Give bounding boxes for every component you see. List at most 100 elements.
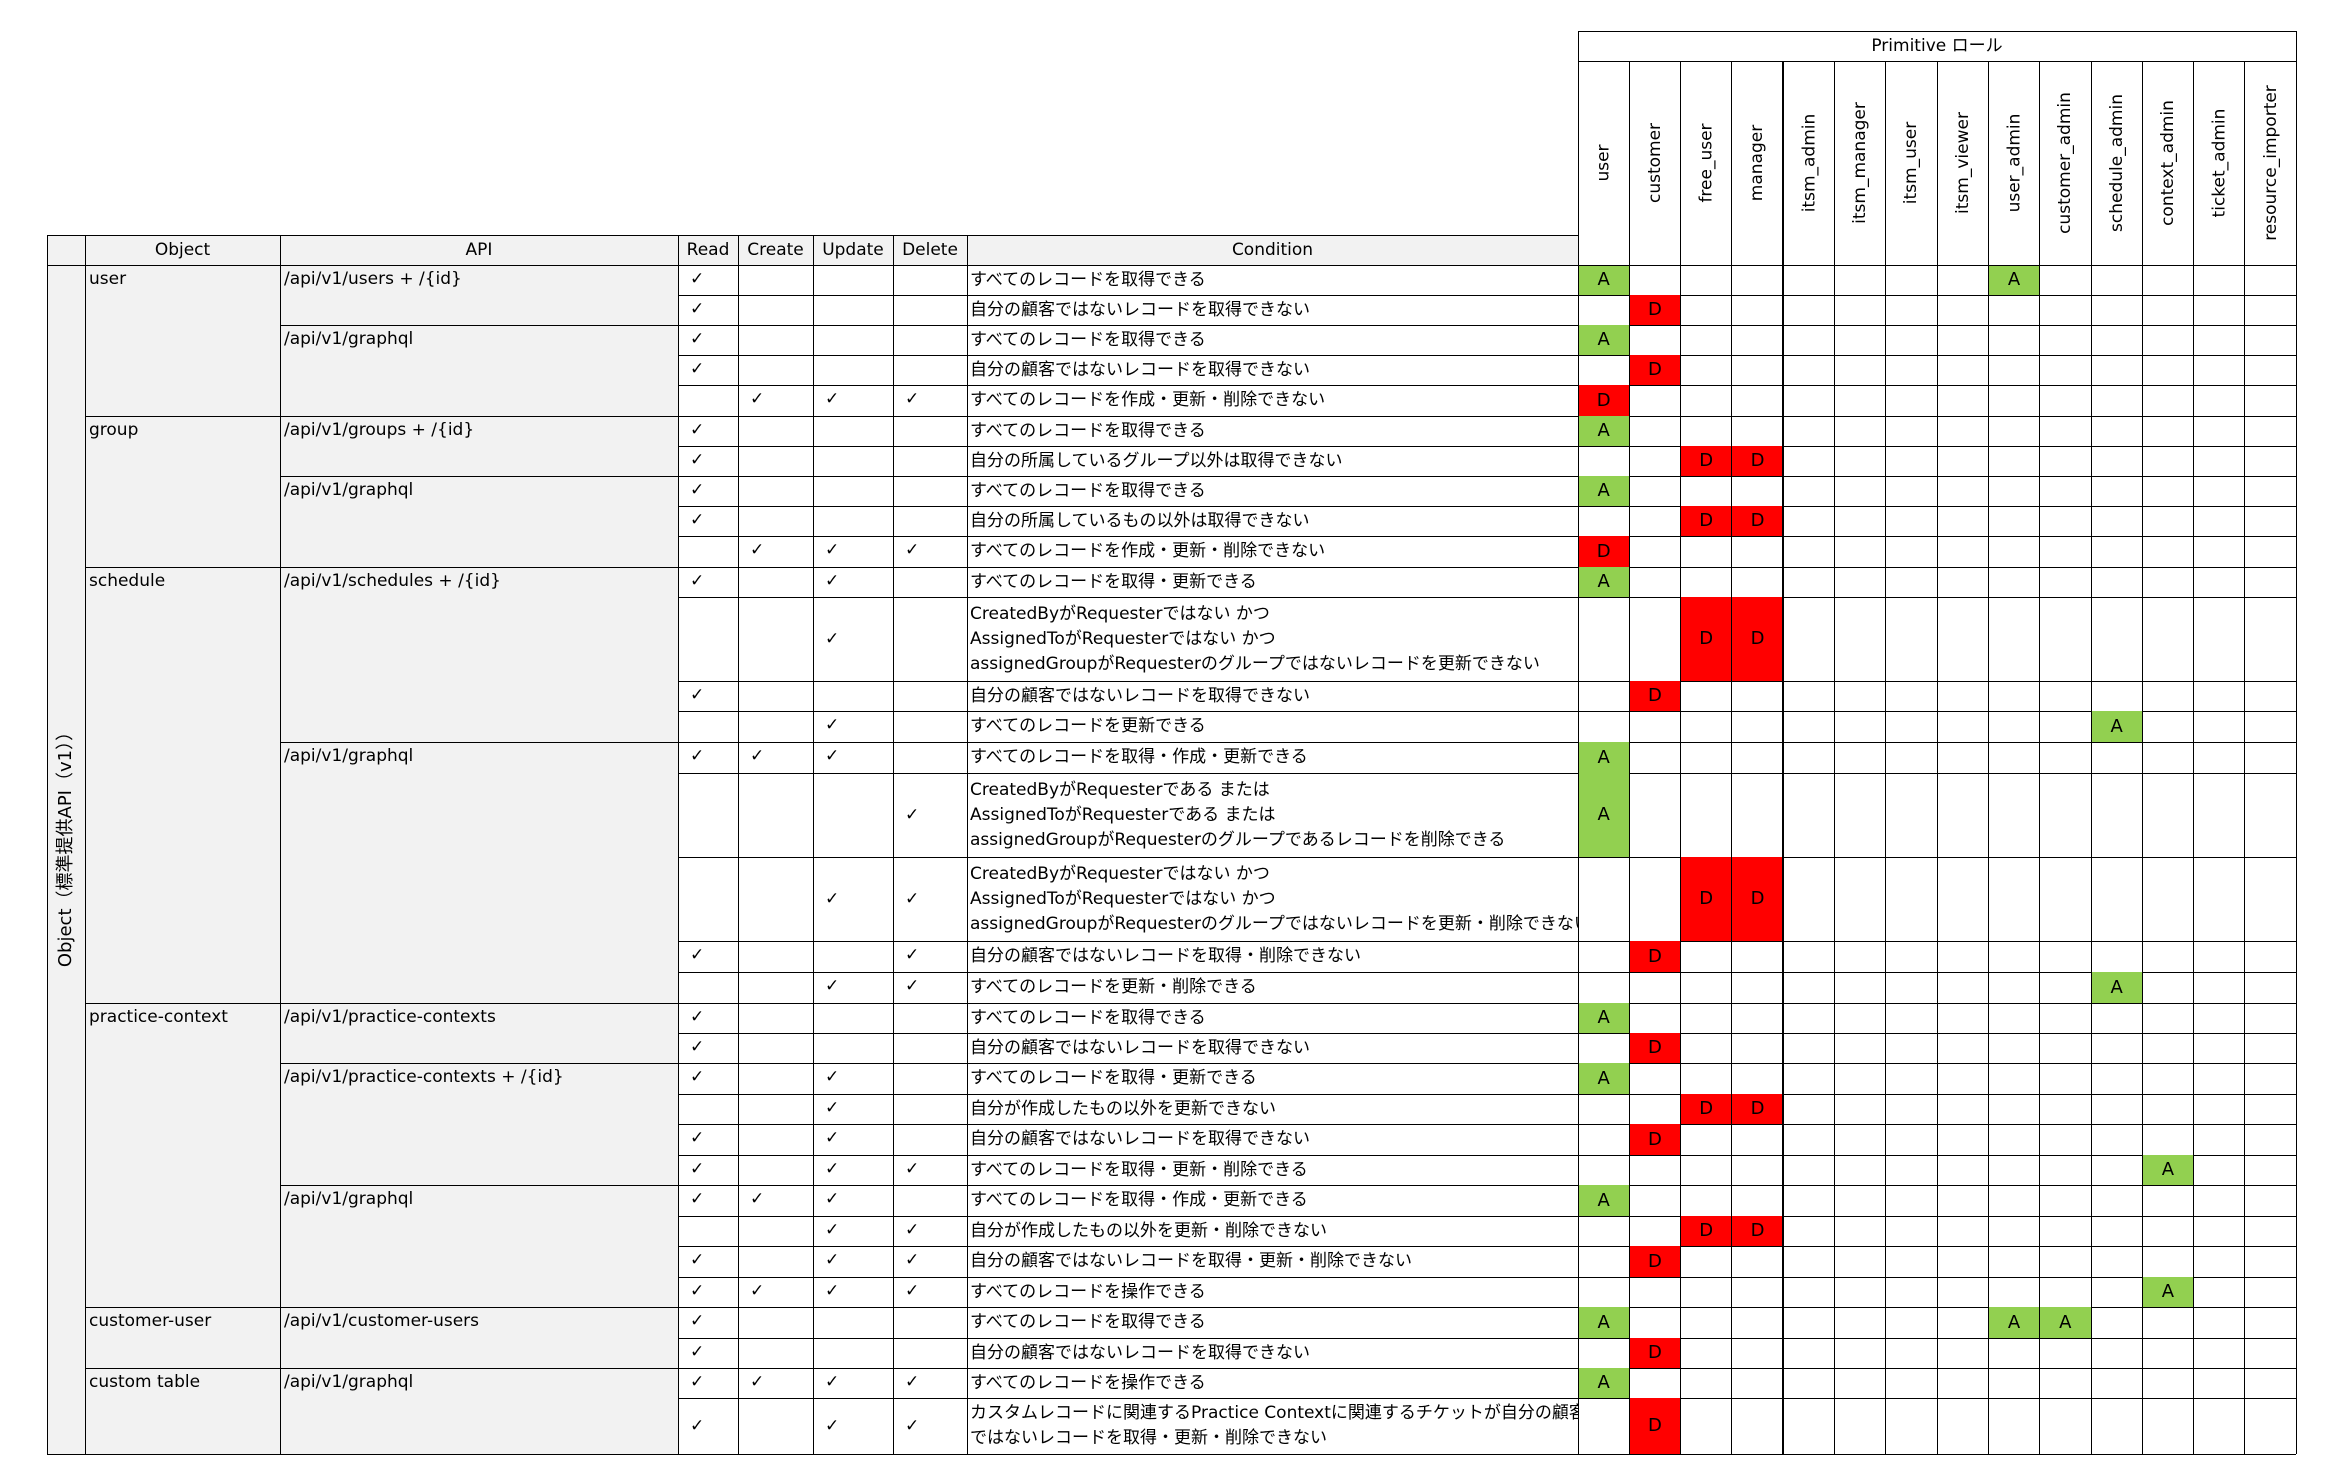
condition-text: 自分の所属しているグループ以外は取得できない — [970, 451, 1343, 471]
check-mark: ✓ — [690, 329, 705, 349]
role-header-label: itsm_viewer — [1952, 112, 1973, 214]
role-mark-letter: D — [1648, 1037, 1662, 1058]
permission-check-read: ✓ — [678, 567, 738, 597]
role-mark-letter: A — [2110, 715, 2123, 737]
condition-cell: 自分の顧客ではないレコードを取得できない — [967, 295, 1578, 325]
condition-text: 自分の顧客ではないレコードを取得できない — [970, 1038, 1310, 1058]
permission-check-delete — [893, 1063, 967, 1094]
object-name-cell: schedule — [85, 567, 280, 1003]
role-mark-free_user: D — [1680, 597, 1732, 681]
permission-check-delete: ✓ — [893, 972, 967, 1003]
check-mark: ✓ — [825, 889, 840, 909]
permission-check-update: ✓ — [813, 711, 893, 742]
grid-line — [1936, 61, 1938, 1454]
condition-text: 自分が作成したもの以外を更新できない — [970, 1099, 1276, 1119]
role-header-itsm_user: itsm_user — [1886, 61, 1937, 265]
api-path: /api/v1/customer-users — [284, 1311, 480, 1331]
check-mark: ✓ — [690, 450, 705, 470]
grid-line — [678, 596, 2296, 598]
role-mark-user: A — [1578, 742, 1630, 773]
condition-cell: 自分の所属しているもの以外は取得できない — [967, 506, 1578, 536]
permission-check-create — [738, 597, 813, 681]
permission-check-update: ✓ — [813, 1094, 893, 1124]
condition-text: すべてのレコードを取得できる — [970, 421, 1206, 441]
grid-line — [677, 235, 679, 1454]
api-path-cell: /api/v1/graphql — [280, 742, 678, 1003]
column-header-label: Create — [747, 240, 804, 260]
api-path-cell: /api/v1/users + /{id} — [280, 265, 678, 325]
role-mark-manager: D — [1731, 857, 1784, 941]
permission-check-delete: ✓ — [893, 857, 967, 941]
permission-check-read: ✓ — [678, 265, 738, 295]
grid-line — [678, 1367, 2296, 1369]
condition-cell: すべてのレコードを作成・更新・削除できない — [967, 385, 1578, 416]
role-mark-manager: D — [1731, 506, 1784, 536]
check-mark: ✓ — [690, 571, 705, 591]
role-mark-customer: D — [1629, 1124, 1681, 1155]
role-header-customer: customer — [1629, 61, 1680, 265]
role-mark-letter: D — [1750, 888, 1765, 909]
condition-text: すべてのレコードを操作できる — [970, 1282, 1206, 1302]
permission-check-create — [738, 567, 813, 597]
grid-line — [678, 324, 2296, 326]
grid-line — [2295, 31, 2297, 1454]
condition-text: すべてのレコードを取得できる — [970, 1312, 1206, 1332]
permission-check-update: ✓ — [813, 1246, 893, 1277]
grid-line — [678, 680, 2296, 682]
role-mark-letter: A — [2110, 976, 2123, 998]
role-mark-customer: D — [1629, 681, 1681, 711]
condition-cell: すべてのレコードを取得できる — [967, 265, 1578, 295]
role-mark-letter: D — [1648, 1128, 1662, 1150]
check-mark: ✓ — [750, 1372, 765, 1392]
permission-check-read — [678, 385, 738, 416]
permission-check-delete — [893, 355, 967, 385]
permission-check-update: ✓ — [813, 1185, 893, 1216]
role-header-label: resource_importer — [2260, 85, 2281, 241]
role-mark-manager: D — [1731, 1094, 1784, 1124]
role-mark-manager: D — [1731, 446, 1784, 476]
permission-check-read: ✓ — [678, 1124, 738, 1155]
role-mark-customer: D — [1629, 1398, 1681, 1454]
permission-check-update: ✓ — [813, 1368, 893, 1398]
permission-check-update — [813, 355, 893, 385]
api-path: /api/v1/graphql — [284, 746, 414, 766]
grid-line — [966, 235, 968, 1454]
permission-check-delete — [893, 265, 967, 295]
condition-text: 自分の顧客ではないレコードを取得できない — [970, 300, 1310, 320]
object-name: schedule — [89, 571, 166, 591]
grid-line — [737, 235, 739, 1454]
role-mark-letter: D — [1750, 1220, 1765, 1241]
permission-check-delete: ✓ — [893, 1368, 967, 1398]
role-mark-letter: D — [1648, 1415, 1662, 1436]
role-mark-user: A — [1578, 1368, 1630, 1398]
condition-text: 自分が作成したもの以外を更新・削除できない — [970, 1221, 1327, 1241]
condition-cell: CreatedByがRequesterである または AssignedToがRe… — [967, 773, 1578, 857]
grid-line — [678, 354, 2296, 356]
grid-line — [678, 1032, 2296, 1034]
role-mark-customer: D — [1629, 295, 1681, 325]
permission-check-read: ✓ — [678, 416, 738, 446]
condition-cell: CreatedByがRequesterではない かつ AssignedToがRe… — [967, 857, 1578, 941]
role-mark-customer: D — [1629, 1246, 1681, 1277]
grid-line — [892, 235, 894, 1454]
grid-line — [1885, 61, 1887, 1454]
permission-check-create: ✓ — [738, 1368, 813, 1398]
role-mark-letter: D — [1750, 450, 1765, 471]
api-path: /api/v1/practice-contexts — [284, 1007, 496, 1027]
role-header-label: schedule_admin — [2106, 94, 2127, 232]
check-mark: ✓ — [690, 746, 705, 766]
object-column-bg — [47, 265, 678, 1454]
role-mark-user: D — [1578, 385, 1630, 416]
condition-text: すべてのレコードを取得・更新できる — [970, 1068, 1257, 1088]
role-mark-customer: D — [1629, 941, 1681, 972]
condition-text: すべてのレコードを更新・削除できる — [970, 977, 1257, 997]
permission-check-update: ✓ — [813, 1277, 893, 1307]
permission-check-delete — [893, 1124, 967, 1155]
role-mark-customer: D — [1629, 1033, 1681, 1063]
permission-check-read: ✓ — [678, 1398, 738, 1454]
role-header-user: user — [1578, 61, 1629, 265]
object-name: practice-context — [89, 1007, 228, 1027]
side-label-text: Object（標準提供API（v1）） — [55, 722, 76, 967]
grid-line — [2193, 61, 2195, 1454]
permission-check-update: ✓ — [813, 385, 893, 416]
